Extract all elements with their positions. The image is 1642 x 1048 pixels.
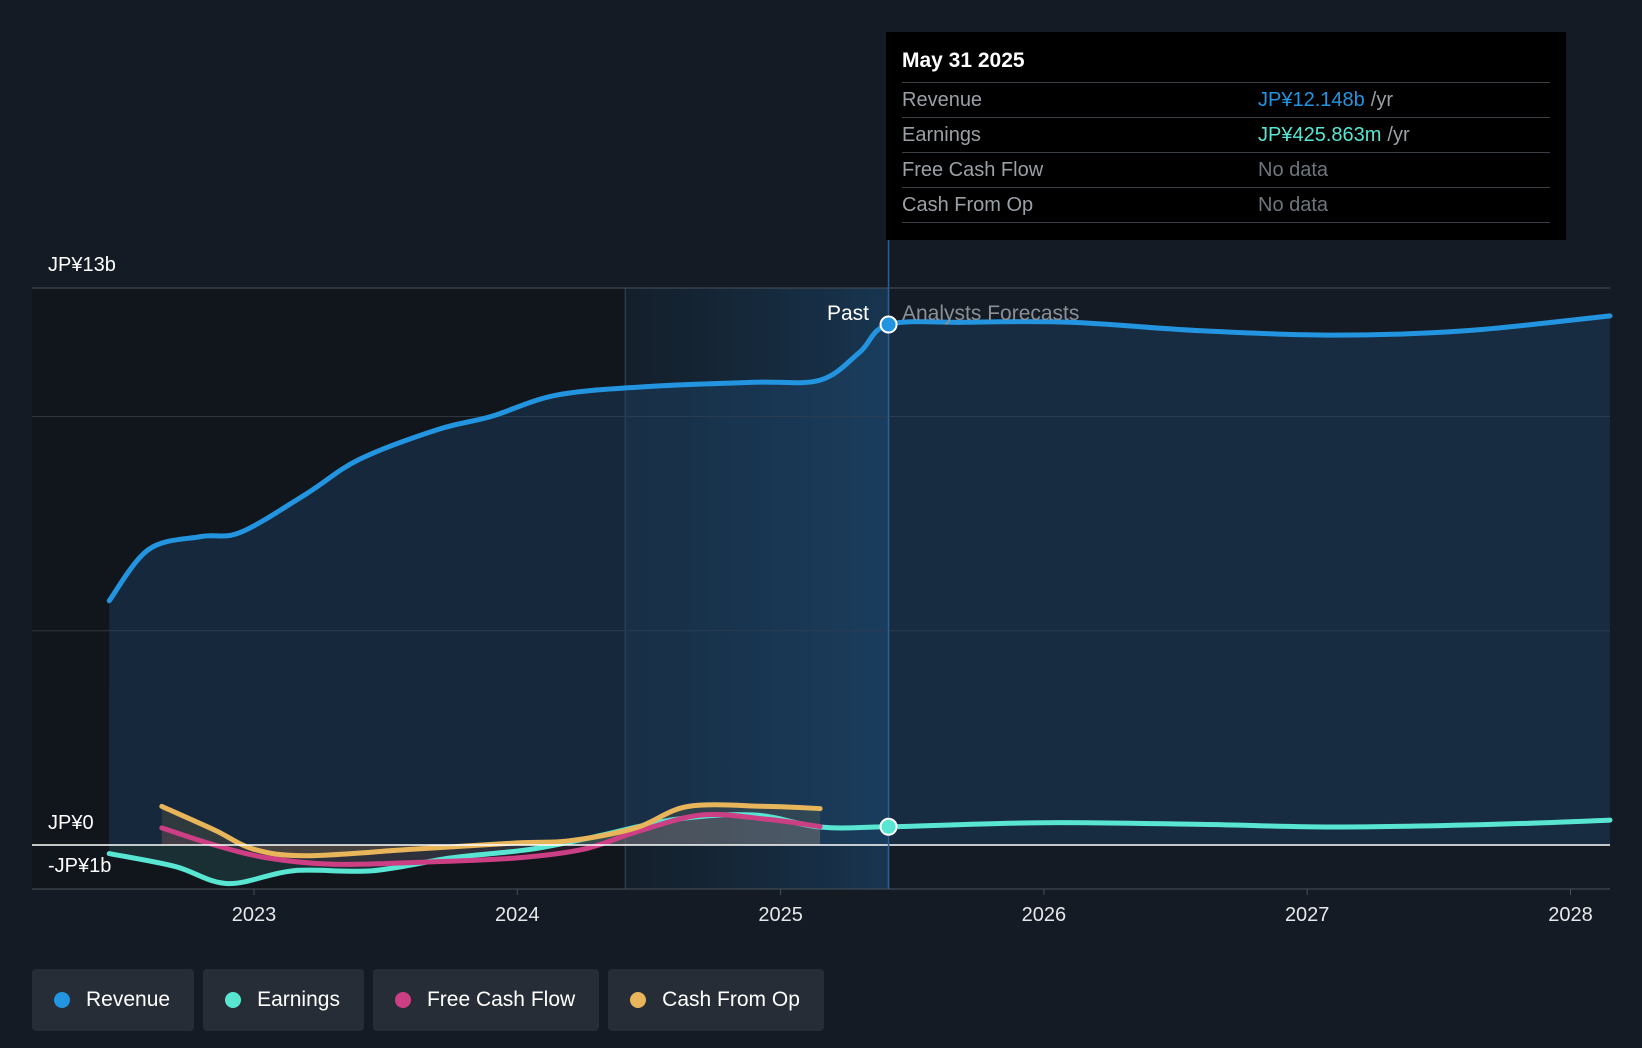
legend-label: Free Cash Flow — [426, 988, 576, 1011]
legend-item-free-cash-flow[interactable]: Free Cash Flow — [372, 969, 600, 1031]
legend-item-cash-from-op[interactable]: Cash From Op — [608, 969, 824, 1031]
y-axis-bottom-label: -JP¥1b — [48, 855, 111, 877]
tooltip: May 31 2025 Revenue JP¥12.148b/yr Earnings… — [886, 32, 1566, 240]
tooltip-row-unit: /yr — [1387, 124, 1410, 146]
tooltip-row-revenue: Revenue JP¥12.148b/yr — [902, 83, 1550, 118]
tooltip-row-free-cash-flow: Free Cash Flow No data — [902, 153, 1550, 188]
tooltip-row-label: Earnings — [902, 124, 981, 146]
legend-label: Revenue — [86, 988, 171, 1011]
tooltip-row-value: No data — [1258, 194, 1329, 216]
free-cash-flow-line — [159, 811, 823, 867]
y-axis-top-label: JP¥13b — [48, 254, 116, 276]
legend: Revenue Earnings Free Cash Flow Cash From O… — [32, 969, 824, 1031]
revenue-marker — [879, 315, 898, 334]
x-tick-label: 2023 — [232, 904, 277, 926]
legend-item-revenue[interactable]: Revenue — [32, 969, 195, 1031]
tooltip-rows: Revenue JP¥12.148b/yr Earnings JP¥425.863m /… — [902, 83, 1550, 223]
tooltip-row-unit: /yr — [1370, 89, 1393, 111]
tooltip-row-label: Free Cash Flow — [902, 159, 1044, 181]
revenue-line — [106, 313, 1613, 604]
tooltip-row-cash-from-op: Cash From Op No data — [902, 188, 1550, 223]
tooltip-row-value: JP¥12.148b — [1258, 89, 1365, 111]
x-tick-label: 2027 — [1285, 904, 1330, 926]
legend-dot-icon — [225, 992, 242, 1008]
x-tick-label: 2026 — [1022, 904, 1067, 926]
tooltip-row-label: Cash From Op — [902, 194, 1034, 216]
x-axis-ticks: 2023 2024 2025 2026 2027 2028 — [232, 889, 1593, 926]
tooltip-row-value: JP¥425.863m — [1258, 124, 1382, 146]
y-axis-zero-label: JP¥0 — [48, 812, 94, 834]
x-tick-label: 2025 — [758, 904, 803, 926]
legend-label: Cash From Op — [662, 988, 800, 1011]
tooltip-row-earnings: Earnings JP¥425.863m/yr — [902, 118, 1550, 153]
tooltip-row-value: No data — [1258, 159, 1329, 181]
forecast-label: Analysts Forecasts — [902, 302, 1079, 325]
x-tick-label: 2028 — [1548, 904, 1593, 926]
legend-item-earnings[interactable]: Earnings — [203, 969, 364, 1031]
x-tick-label: 2024 — [495, 904, 540, 926]
axes — [32, 240, 1610, 890]
cash-from-op-area — [161, 804, 821, 856]
earnings-marker — [879, 817, 898, 836]
gridlines — [32, 287, 1610, 889]
legend-label: Earnings — [257, 988, 340, 1011]
series-lines — [106, 313, 1613, 887]
legend-dot-icon — [630, 992, 647, 1008]
revenue-area — [109, 315, 1611, 845]
cash-from-op-line — [159, 802, 823, 859]
legend-dot-icon — [54, 992, 70, 1008]
past-label: Past — [827, 302, 869, 325]
tooltip-date: May 31 2025 — [902, 46, 1550, 83]
past-year-highlight — [625, 288, 889, 889]
legend-dot-icon — [394, 992, 411, 1008]
tooltip-row-label: Revenue — [902, 89, 983, 111]
